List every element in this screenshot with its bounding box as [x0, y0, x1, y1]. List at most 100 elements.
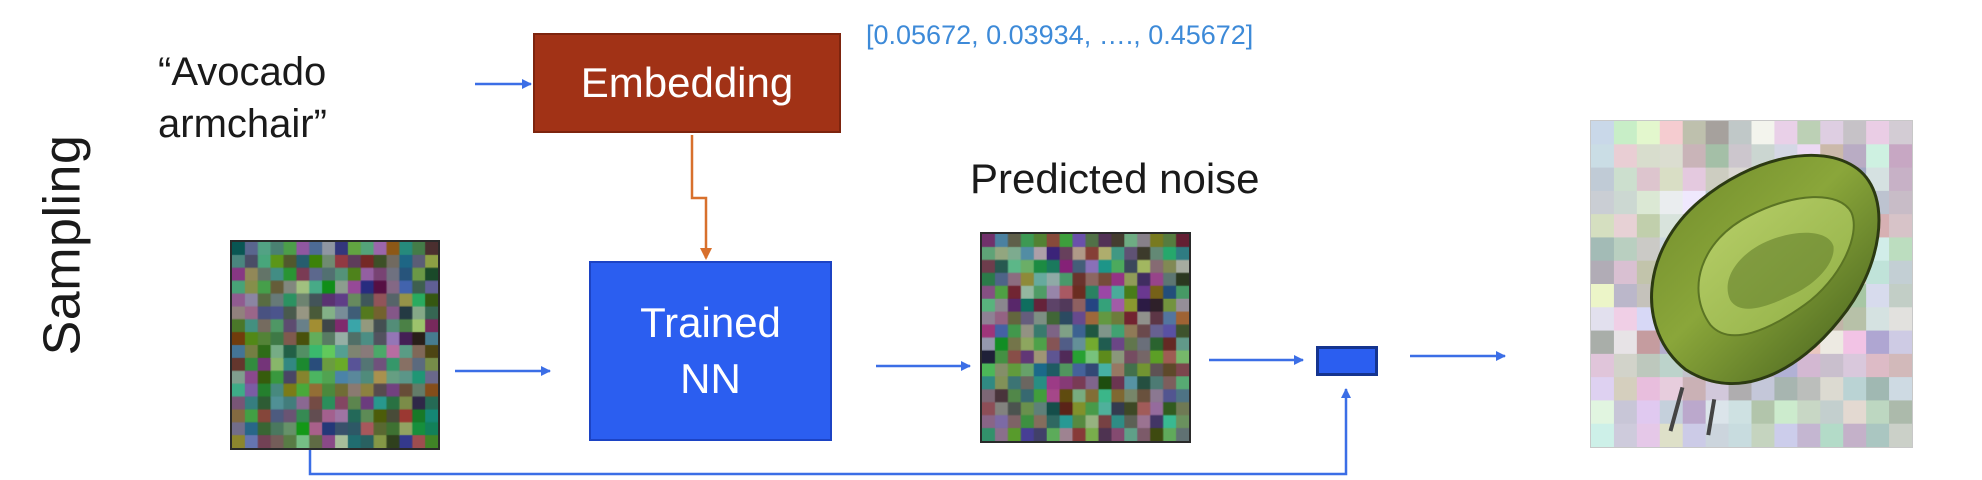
output-pixel: [1613, 260, 1638, 285]
output-pixel: [1728, 400, 1753, 425]
output-pixel: [1591, 167, 1615, 192]
output-pixel: [1774, 121, 1798, 145]
output-pixel: [1797, 423, 1821, 447]
output-pixel: [1889, 190, 1912, 215]
output-pixel: [1866, 260, 1890, 285]
output-pixel: [1866, 144, 1890, 169]
output-pixel: [1636, 330, 1661, 355]
output-pixel: [1774, 377, 1798, 402]
output-pixel: [1659, 190, 1684, 215]
output-pixel: [1866, 284, 1890, 308]
output-pixel: [1889, 284, 1912, 308]
output-pixel: [1866, 377, 1890, 402]
output-pixel: [1613, 121, 1638, 145]
output-pixel: [1797, 400, 1821, 425]
output-pixel: [1591, 353, 1615, 378]
output-pixel: [1843, 307, 1867, 332]
output-pixel: [1797, 353, 1821, 378]
output-pixel: [1591, 330, 1615, 355]
output-pixel: [1866, 353, 1890, 378]
output-pixel: [1866, 307, 1890, 332]
predicted-noise-label: Predicted noise: [970, 155, 1260, 202]
output-pixel: [1820, 423, 1844, 447]
output-pixel: [1751, 121, 1776, 145]
output-pixel: [1889, 400, 1912, 425]
output-pixel: [1636, 190, 1661, 215]
predicted-noise-image: [980, 232, 1191, 443]
output-pixel: [1659, 144, 1684, 169]
output-pixel: [1613, 353, 1638, 378]
output-pixel: [1682, 121, 1707, 145]
embedding-box: Embedding: [533, 33, 841, 133]
text-prompt: “Avocado armchair”: [158, 46, 327, 150]
output-pixel: [1613, 237, 1638, 262]
arrow-input-skip-to-subtract: [308, 388, 1351, 476]
output-pixel: [1659, 377, 1684, 402]
output-pixel: [1866, 423, 1890, 447]
output-pixel: [1889, 307, 1912, 332]
output-pixel: [1751, 377, 1776, 402]
output-pixel: [1889, 353, 1912, 378]
output-pixel: [1889, 144, 1912, 169]
output-pixel: [1613, 377, 1638, 402]
output-pixel: [1591, 423, 1615, 447]
output-pixel: [1866, 400, 1890, 425]
trained-nn-line-2: NN: [680, 355, 741, 402]
output-pixel: [1843, 353, 1867, 378]
output-pixel: [1889, 167, 1912, 192]
output-pixel: [1866, 121, 1890, 145]
output-pixel: [1659, 167, 1684, 192]
output-pixel: [1591, 190, 1615, 215]
output-pixel: [1774, 423, 1798, 447]
output-pixel: [1613, 214, 1638, 239]
output-pixel: [1843, 400, 1867, 425]
output-pixel: [1636, 400, 1661, 425]
subtract-operation-box: [1316, 346, 1378, 376]
output-pixel: [1591, 284, 1615, 308]
avocado-chair-shape: [1650, 153, 1881, 436]
output-pixel: [1889, 260, 1912, 285]
output-pixel: [1636, 353, 1661, 378]
avocado-armchair-image: [1590, 120, 1913, 448]
text-prompt-line-1: “Avocado: [158, 50, 327, 94]
output-pixel: [1843, 377, 1867, 402]
output-pixel: [1591, 400, 1615, 425]
output-pixel: [1636, 214, 1661, 239]
output-pixel: [1591, 144, 1615, 169]
output-pixel: [1820, 121, 1844, 145]
output-pixel: [1613, 330, 1638, 355]
trained-nn-box: Trained NN: [589, 261, 832, 441]
output-pixel: [1613, 144, 1638, 169]
output-pixel: [1636, 121, 1661, 145]
output-pixel: [1591, 121, 1615, 145]
output-pixel: [1705, 423, 1730, 447]
output-pixel: [1682, 423, 1707, 447]
output-pixel: [1659, 121, 1684, 145]
output-pixel: [1889, 377, 1912, 402]
output-pixel: [1636, 237, 1661, 262]
output-pixel: [1843, 423, 1867, 447]
output-pixel: [1728, 423, 1753, 447]
output-pixel: [1797, 121, 1821, 145]
output-pixel: [1889, 237, 1912, 262]
arrow-embedding-to-nn: [690, 135, 712, 260]
output-pixel: [1636, 144, 1661, 169]
output-pixel: [1591, 377, 1615, 402]
output-pixel: [1728, 121, 1753, 145]
output-pixel: [1820, 377, 1844, 402]
output-pixel: [1820, 353, 1844, 378]
output-pixel: [1613, 167, 1638, 192]
embedding-vector: [0.05672, 0.03934, …., 0.45672]: [866, 20, 1254, 50]
output-pixel: [1774, 400, 1798, 425]
output-pixel: [1682, 377, 1707, 402]
output-pixel: [1591, 214, 1615, 239]
output-pixel: [1889, 330, 1912, 355]
trained-nn-line-1: Trained: [640, 299, 781, 346]
output-pixel: [1682, 167, 1707, 192]
output-pixel: [1751, 423, 1776, 447]
output-pixel: [1682, 400, 1707, 425]
output-pixel: [1613, 400, 1638, 425]
output-pixel: [1866, 330, 1890, 355]
output-pixel: [1889, 423, 1912, 447]
